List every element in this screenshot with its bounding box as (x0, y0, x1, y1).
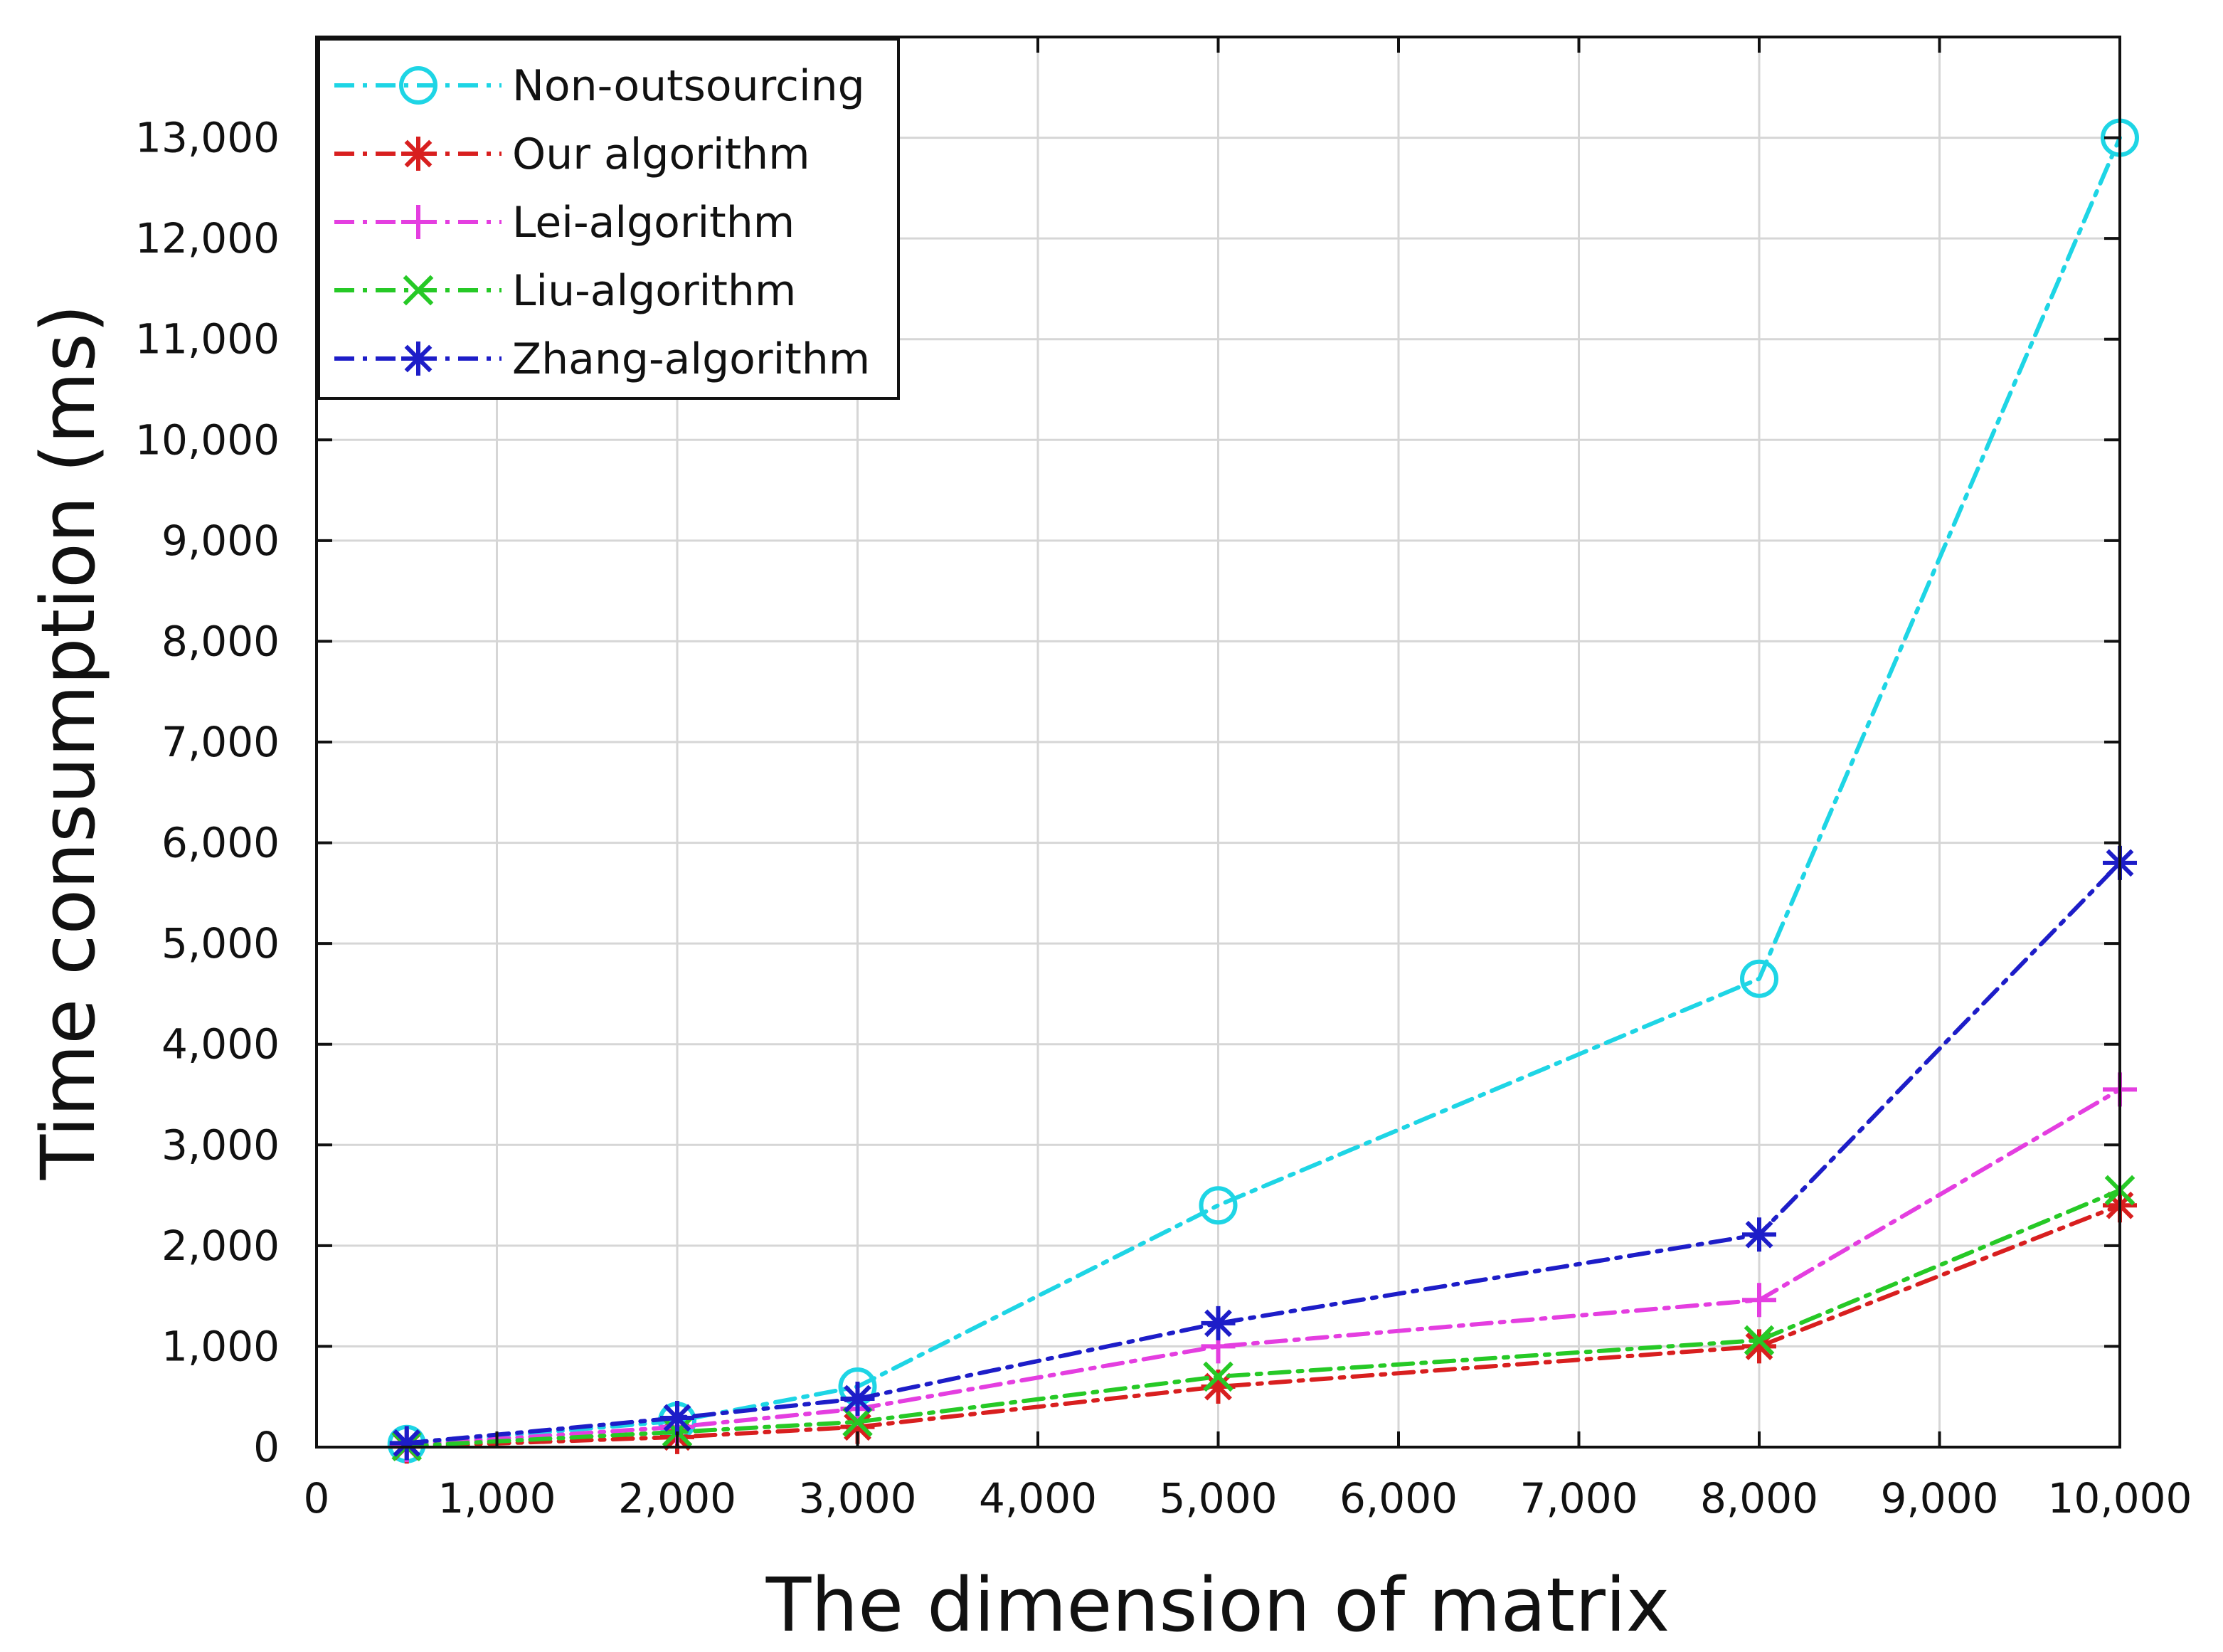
data-point-non-outsourcing-4 (1740, 959, 1778, 998)
x-tick-label: 2,000 (618, 1474, 736, 1523)
legend-label: Lei-algorithm (512, 198, 795, 248)
y-tick-label: 12,000 (135, 214, 280, 263)
series-line-our-algorithm (404, 1203, 2122, 1449)
x-tick-label: 4,000 (979, 1474, 1097, 1523)
data-point-zhang-algorithm-1 (660, 1400, 694, 1435)
x-axis-title: The dimension of matrix (765, 1562, 1670, 1648)
data-point-lei-algorithm-4 (1742, 1283, 1776, 1318)
legend-item-our-algorithm: Our algorithm (334, 129, 810, 179)
y-tick-label: 13,000 (135, 114, 280, 162)
x-tick-label: 7,000 (1519, 1474, 1638, 1523)
data-point-zhang-algorithm-4 (1742, 1217, 1776, 1252)
y-tick-label: 9,000 (161, 517, 280, 565)
x-tick-label: 8,000 (1700, 1474, 1818, 1523)
y-tick-label: 8,000 (161, 617, 280, 665)
x-tick-label: 3,000 (798, 1474, 916, 1523)
legend-item-liu-algorithm: Liu-algorithm (334, 266, 796, 316)
legend-marker (403, 275, 434, 306)
legend-label: Our algorithm (512, 129, 810, 179)
data-point-zhang-algorithm-2 (840, 1382, 875, 1417)
x-tick-label: 0 (304, 1474, 330, 1523)
legend-label: Zhang-algorithm (512, 334, 870, 384)
x-tick-label: 6,000 (1339, 1474, 1458, 1523)
y-tick-label: 3,000 (161, 1121, 280, 1169)
x-tick-label: 10,000 (2048, 1474, 2192, 1523)
series-line-lei-algorithm (404, 1087, 2122, 1448)
y-tick-label: 1,000 (161, 1322, 280, 1370)
data-point-zhang-algorithm-0 (389, 1426, 424, 1461)
series-line-zhang-algorithm (404, 860, 2122, 1446)
y-tick-label: 10,000 (135, 415, 280, 464)
x-tick-label: 9,000 (1880, 1474, 1998, 1523)
legend: Non-outsourcing Our algorithm Lei-algorith… (317, 38, 900, 400)
data-point-liu-algorithm-4 (1744, 1325, 1775, 1356)
y-tick-label: 6,000 (161, 819, 280, 867)
legend-marker (401, 341, 435, 376)
legend-item-lei-algorithm: Lei-algorithm (334, 198, 795, 248)
data-point-liu-algorithm-2 (842, 1407, 873, 1437)
y-tick-label: 11,000 (135, 315, 280, 364)
x-tick-label: 1,000 (437, 1474, 556, 1523)
legend-label: Liu-algorithm (512, 266, 796, 316)
data-point-non-outsourcing-3 (1199, 1186, 1238, 1225)
legend-item-zhang-algorithm: Zhang-algorithm (334, 334, 870, 384)
legend-marker (401, 137, 435, 171)
legend-box (317, 38, 900, 400)
legend-item-non-outsourcing: Non-outsourcing (334, 61, 865, 111)
series-lines (387, 118, 2139, 1464)
legend-marker (399, 66, 437, 105)
y-tick-labels: 0 1,000 2,000 3,000 4,000 5,000 6,000 7,000 8,00… (135, 114, 280, 1471)
y-axis-title: Time consumption (ms) (25, 305, 112, 1181)
legend-label: Non-outsourcing (512, 61, 865, 111)
y-tick-label: 0 (253, 1423, 280, 1471)
y-tick-label: 7,000 (161, 718, 280, 766)
data-point-zhang-algorithm-3 (1201, 1306, 1236, 1340)
series-line-non-outsourcing (404, 135, 2122, 1446)
data-point-liu-algorithm-3 (1203, 1361, 1233, 1392)
series-line-liu-algorithm (404, 1187, 2122, 1449)
x-tick-labels: 0 1,000 2,000 3,000 4,000 5,000 6,000 7,000 8,00… (304, 1474, 2192, 1523)
y-tick-label: 4,000 (161, 1020, 280, 1069)
y-tick-label: 5,000 (161, 919, 280, 968)
x-tick-label: 5,000 (1159, 1474, 1277, 1523)
legend-marker (401, 205, 435, 239)
y-tick-label: 2,000 (161, 1222, 280, 1270)
axis-ticks (315, 37, 2121, 1449)
